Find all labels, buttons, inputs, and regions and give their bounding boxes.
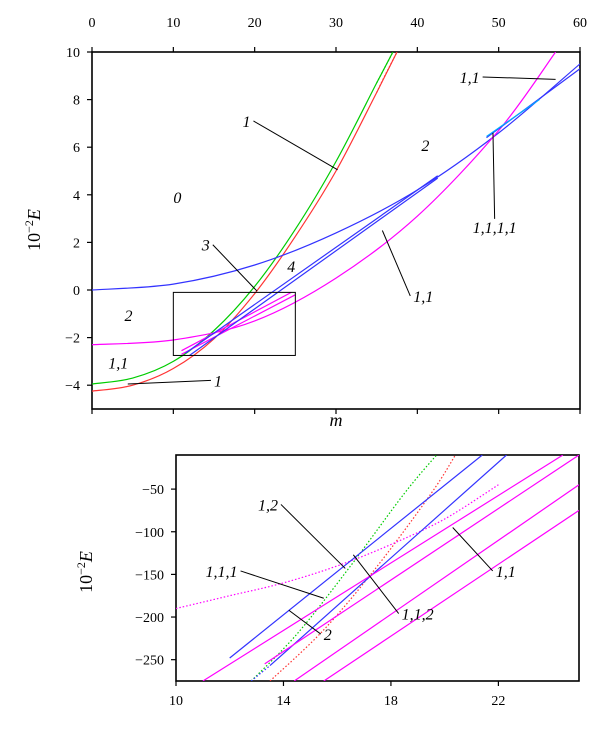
bottom-series-8 [293,484,579,681]
bottom-label-0: 1,2 [258,497,278,514]
top-leader-1 [253,120,338,171]
top-label-4: 1,1,1,1 [473,220,517,237]
top-label-6: 4 [287,259,295,276]
top-ytick-label-4: 4 [73,189,80,204]
top-label-3: 0 [173,190,181,207]
top-label-8: 2 [125,308,133,325]
bottom-leader-0 [280,504,346,569]
top-series-group [92,52,580,392]
bottom-xtick-label-3: 22 [491,694,505,709]
top-xtick-top-label-3: 30 [329,16,343,31]
bottom-y-axis-label: 10−2E [74,551,96,593]
top-label-7: 1,1 [413,289,433,306]
top-leader-5 [212,244,258,292]
bottom-label-3: 1,1,2 [402,607,434,624]
top-series-1 [376,52,394,84]
top-label-1: 1 [242,114,250,131]
top-label-9: 1,1 [108,356,128,373]
bottom-series-9 [323,509,579,681]
top-series-8 [185,175,439,354]
top-annotations: 1,1 1 2 0 1,1,1,1 3 4 1,1 2 1,1 1 [108,70,556,390]
top-xtick-top-label-4: 40 [410,16,424,31]
top-leader-10 [127,379,212,385]
top-y-label-var: E [24,209,44,221]
bottom-ytick-label-4: −250 [135,654,164,669]
bottom-ticks: 10 14 18 22 −50 −100 −150 −200 −250 [135,483,505,709]
bottom-leader-4 [452,527,494,572]
bottom-xtick-label-2: 18 [384,694,398,709]
svg-text:10−2E: 10−2E [74,551,96,593]
top-xtick-top-label-1: 10 [166,16,180,31]
top-ytick-label-1: −2 [65,332,80,347]
top-xtick-top-label-0: 0 [89,16,96,31]
top-series-4 [92,63,580,291]
bottom-leader-2 [288,609,322,635]
bottom-label-1: 1,1,1 [206,564,238,581]
top-series-2 [92,52,398,392]
svg-text:10−2E: 10−2E [22,209,44,251]
top-ytick-label-5: 6 [73,141,80,156]
bottom-plot-frame [175,454,580,682]
top-y-label-exp: −2 [22,220,36,233]
bottom-label-2: 2 [324,627,332,644]
bottom-ytick-label-1: −100 [135,526,164,541]
top-leader-0 [482,76,556,80]
bottom-annotations: 1,2 1,1,1 2 1,1,2 1,1 [206,497,516,644]
bottom-series-7 [264,455,579,665]
top-label-5: 3 [201,238,210,255]
bottom-leader-1 [240,570,324,599]
top-series-11 [486,99,540,137]
bottom-series-2 [176,484,499,610]
bottom-series-6 [202,455,564,681]
bottom-y-label-base: 10 [76,575,96,593]
zoom-region-box [172,291,296,356]
top-series-0 [92,52,394,385]
top-label-10: 1 [214,373,222,390]
top-xtick-top-label-5: 50 [492,16,506,31]
top-x-axis-label: m [330,410,343,430]
bottom-series-5 [269,455,507,667]
top-ytick-label-6: 8 [73,94,80,109]
top-ytick-label-3: 2 [73,236,80,251]
bottom-xtick-label-1: 14 [276,694,290,709]
top-leader-4 [492,132,496,219]
top-y-label-base: 10 [24,233,44,251]
bottom-series-1 [269,455,456,681]
top-ytick-label-0: −4 [65,379,80,394]
bottom-ytick-label-0: −50 [142,483,164,498]
bottom-label-4: 1,1 [496,564,516,581]
top-label-0: 1,1 [460,70,480,87]
top-series-5 [92,52,557,346]
bottom-leader-3 [352,554,400,614]
bottom-xtick-label-0: 10 [169,694,183,709]
top-xtick-top-label-6: 60 [573,16,587,31]
bottom-ytick-label-3: −200 [135,611,164,626]
bottom-series-4 [250,665,271,681]
top-ytick-label-7: 10 [66,46,80,61]
bottom-series-3 [229,455,483,659]
bottom-y-label-exp: −2 [74,562,88,575]
top-label-2: 2 [421,138,429,155]
top-ytick-label-2: 0 [73,284,80,299]
top-leader-7 [381,230,411,297]
bottom-series-group [176,455,579,681]
bottom-y-label-var: E [76,551,96,563]
top-y-axis-label: 10−2E [22,209,44,251]
top-series-9 [189,177,439,356]
bottom-ytick-label-2: −150 [135,568,164,583]
bottom-panel: 10 14 18 22 −50 −100 −150 −200 −250 1,2 1,1,1 2 1,1… [74,454,580,709]
top-series-3 [376,52,398,93]
top-xtick-top-label-2: 20 [248,16,262,31]
top-series-7 [181,294,296,355]
